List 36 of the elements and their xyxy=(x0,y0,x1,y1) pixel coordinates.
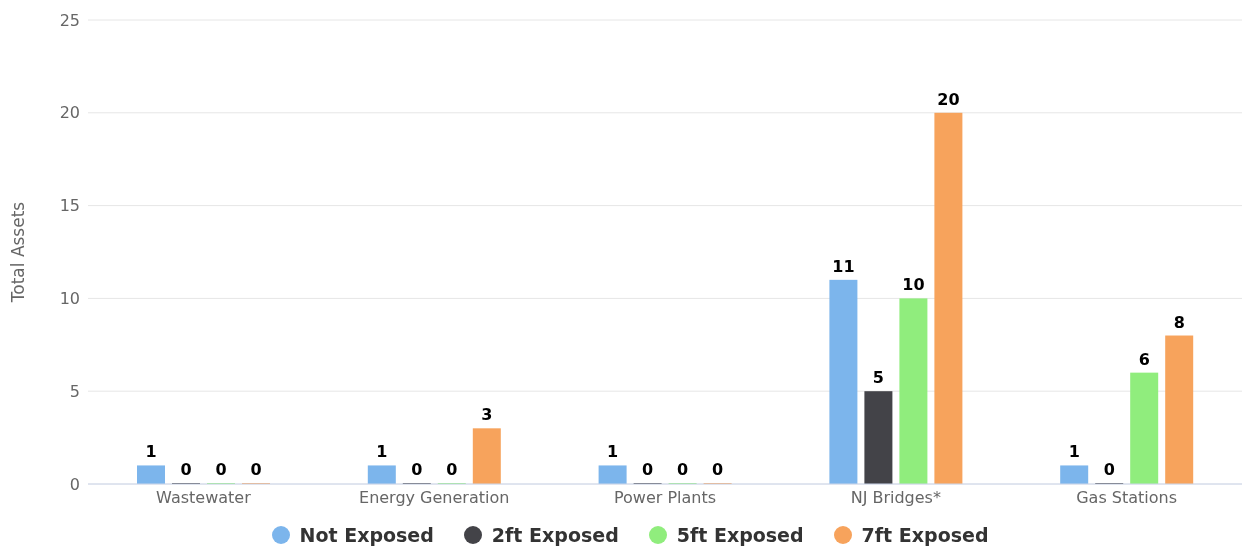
data-label: 11 xyxy=(832,256,855,276)
data-label: 1 xyxy=(145,442,157,462)
data-label: 0 xyxy=(215,460,227,479)
data-label: 5 xyxy=(872,368,884,388)
data-label: 0 xyxy=(180,460,192,479)
x-tick-label: Gas Stations xyxy=(1076,488,1178,508)
data-label: 0 xyxy=(446,460,458,479)
legend-label: 7ft Exposed xyxy=(861,524,989,546)
legend-label: 5ft Exposed xyxy=(676,524,804,546)
legend-label: Not Exposed xyxy=(299,524,434,546)
x-tick-label: Wastewater xyxy=(156,488,252,508)
data-label: 20 xyxy=(937,89,960,109)
y-tick-label: 25 xyxy=(59,10,80,30)
data-label: 0 xyxy=(712,460,724,479)
legend-label: 2ft Exposed xyxy=(491,524,619,546)
data-label: 0 xyxy=(642,460,654,479)
y-axis-title: Total Assets xyxy=(8,201,29,304)
y-tick-label: 0 xyxy=(69,474,80,494)
data-label: 3 xyxy=(481,405,493,425)
x-tick-label: NJ Bridges* xyxy=(850,488,941,508)
data-label: 1 xyxy=(1068,442,1080,462)
y-tick-label: 5 xyxy=(69,381,80,401)
y-tick-label: 10 xyxy=(59,289,80,309)
x-tick-label: Energy Generation xyxy=(359,488,510,508)
data-label: 0 xyxy=(677,460,689,479)
data-label: 6 xyxy=(1138,349,1150,369)
data-label: 0 xyxy=(250,460,262,479)
data-label: 1 xyxy=(376,442,388,462)
data-label: 1 xyxy=(607,442,619,462)
x-tick-label: Power Plants xyxy=(613,488,717,508)
data-label: 0 xyxy=(1103,460,1115,479)
y-tick-label: 20 xyxy=(59,103,80,123)
data-label: 0 xyxy=(411,460,423,479)
y-tick-label: 15 xyxy=(59,196,80,216)
data-label: 10 xyxy=(902,275,925,295)
data-label: 8 xyxy=(1173,312,1185,332)
